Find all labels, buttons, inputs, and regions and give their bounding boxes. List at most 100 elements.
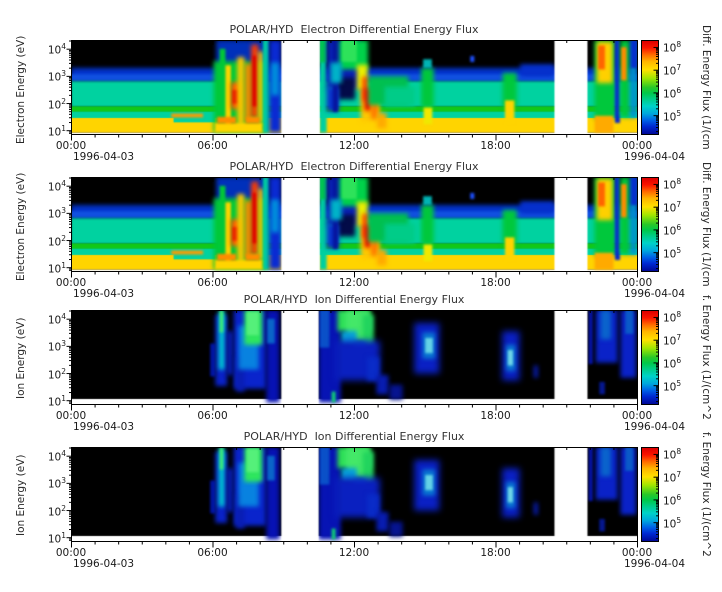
y-tick-base: 10	[47, 44, 62, 57]
colorbar-tick-base: 10	[663, 42, 677, 55]
colorbar-tick-base: 10	[663, 179, 677, 192]
x-tick-label: 12:00	[338, 277, 370, 289]
spectrogram-canvas-ion	[71, 447, 637, 542]
colorbar-tick-exponent: 8	[676, 447, 682, 456]
colorbar-tick-base: 10	[663, 358, 677, 371]
colorbar-gradient	[641, 177, 659, 272]
y-tick-base: 10	[47, 478, 62, 491]
x-tick-label: 06:00	[197, 140, 228, 152]
colorbar-tick-exponent: 5	[676, 245, 682, 255]
colorbar-title: f. Energy Flux (1/(cm^2	[700, 432, 712, 557]
y-tick-label: 101	[28, 261, 66, 276]
colorbar-tick-base: 10	[663, 248, 677, 261]
y-tick-label: 101	[28, 124, 66, 139]
y-tick-base: 10	[47, 208, 62, 221]
y-tick-base: 10	[47, 99, 62, 112]
colorbar-tick-exponent: 7	[676, 469, 682, 479]
y-tick-label: 103	[28, 476, 66, 491]
colorbar-tick-base: 10	[663, 111, 677, 124]
y-tick-exponent: 1	[61, 124, 66, 134]
colorbar-tick-label: 106	[663, 493, 681, 508]
panel-title: POLAR/HYD Ion Differential Energy Flux	[243, 293, 465, 306]
colorbar-tick-exponent: 8	[676, 310, 682, 319]
colorbar-tick-exponent: 7	[676, 332, 682, 342]
colorbar-tick-exponent: 7	[676, 62, 682, 72]
y-tick-label: 102	[28, 367, 66, 382]
colorbar-tick-label: 107	[663, 63, 681, 78]
colorbar-tick-exponent: 8	[676, 40, 682, 49]
y-tick-exponent: 4	[61, 448, 66, 458]
y-axis-title: Electron Energy (eV)	[15, 172, 27, 281]
y-tick-base: 10	[47, 341, 62, 354]
y-tick-exponent: 3	[61, 339, 66, 349]
y-tick-base: 10	[47, 181, 62, 194]
colorbar-tick-exponent: 6	[676, 222, 682, 232]
colorbar-tick-base: 10	[663, 335, 677, 348]
spectrogram-canvas-electron	[71, 177, 637, 272]
y-axis-title: Electron Energy (eV)	[15, 35, 27, 144]
y-tick-exponent: 2	[61, 233, 66, 243]
spectrogram-canvas-electron	[71, 40, 637, 135]
colorbar-tick-label: 107	[663, 470, 681, 485]
colorbar-tick-base: 10	[663, 202, 677, 215]
end-date-label: 1996-04-04	[624, 558, 686, 570]
colorbar-tick-base: 10	[663, 518, 677, 531]
y-tick-base: 10	[47, 263, 62, 276]
y-tick-label: 104	[28, 179, 66, 194]
y-tick-base: 10	[47, 236, 62, 249]
colorbar-tick-exponent: 5	[676, 108, 682, 118]
colorbar-gradient	[641, 447, 659, 542]
y-tick-label: 104	[28, 312, 66, 327]
y-tick-label: 102	[28, 504, 66, 519]
colorbar-tick-label: 108	[663, 40, 681, 55]
colorbar-ticks	[653, 183, 659, 270]
x-tick-label: 18:00	[480, 547, 511, 559]
colorbar-tick-label: 105	[663, 109, 681, 124]
y-tick-base: 10	[47, 369, 62, 382]
axis-frame	[66, 310, 638, 411]
y-axis-title: Ion Energy (eV)	[15, 454, 27, 536]
y-tick-exponent: 1	[61, 531, 66, 541]
colorbar-tick-label: 108	[663, 310, 681, 325]
x-tick-label: 00:00	[55, 547, 87, 559]
x-tick-label: 06:00	[197, 410, 228, 422]
colorbar-tick-base: 10	[663, 312, 677, 325]
y-tick-base: 10	[47, 314, 62, 327]
x-tick-label: 00:00	[621, 547, 653, 559]
colorbar-tick-label: 108	[663, 177, 681, 192]
end-date-label: 1996-04-04	[624, 421, 686, 433]
start-date-label: 1996-04-03	[73, 151, 135, 163]
x-tick-label: 18:00	[480, 277, 511, 289]
y-tick-label: 101	[28, 394, 66, 409]
axis-frame	[66, 447, 638, 548]
colorbar-tick-base: 10	[663, 449, 677, 462]
colorbar-ticks	[653, 316, 659, 403]
y-tick-label: 103	[28, 339, 66, 354]
y-tick-label: 104	[28, 42, 66, 57]
colorbar-tick-label: 105	[663, 516, 681, 531]
colorbar-title: f. Energy Flux (1/(cm^2	[700, 295, 712, 420]
colorbar-tick-label: 106	[663, 356, 681, 371]
y-tick-label: 103	[28, 69, 66, 84]
axis-frame	[66, 40, 638, 141]
y-tick-base: 10	[47, 71, 62, 84]
colorbar-tick-base: 10	[663, 495, 677, 508]
y-tick-exponent: 1	[61, 261, 66, 271]
y-tick-exponent: 4	[61, 178, 66, 188]
colorbar-tick-label: 108	[663, 447, 681, 462]
colorbar-tick-label: 107	[663, 200, 681, 215]
x-tick-label: 06:00	[197, 547, 228, 559]
y-tick-exponent: 1	[61, 394, 66, 404]
colorbar-tick-base: 10	[663, 225, 677, 238]
y-tick-exponent: 4	[61, 41, 66, 51]
colorbar-tick-base: 10	[663, 472, 677, 485]
axis-frame	[66, 177, 638, 278]
x-tick-label: 00:00	[55, 277, 87, 289]
colorbar-ticks	[653, 453, 659, 540]
start-date-label: 1996-04-03	[73, 421, 135, 433]
y-tick-base: 10	[47, 533, 62, 546]
x-tick-label: 00:00	[55, 410, 87, 422]
x-tick-label: 06:00	[197, 277, 228, 289]
colorbar-tick-base: 10	[663, 65, 677, 78]
